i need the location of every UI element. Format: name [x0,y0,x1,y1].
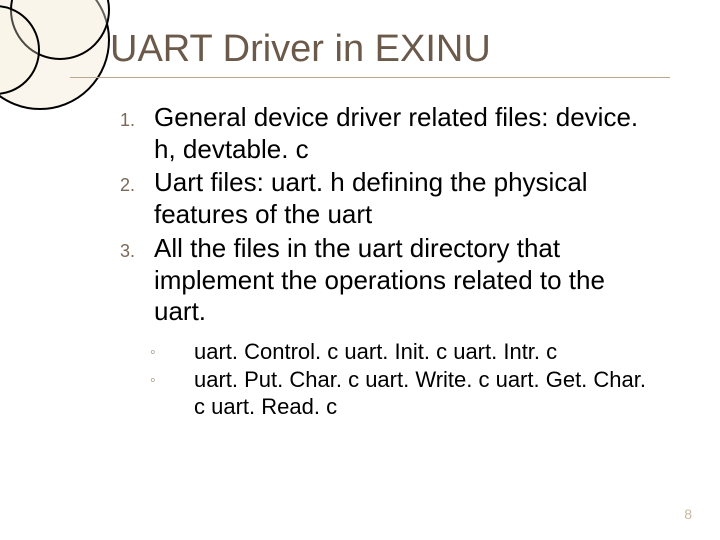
list-item: 1. General device driver related files: … [120,102,650,165]
list-marker: 2. [120,167,154,196]
list-item: 3. All the files in the uart directory t… [120,233,650,328]
page-number: 8 [684,506,692,522]
list-text: Uart files: uart. h defining the physica… [154,167,650,230]
sub-text: uart. Control. c uart. Init. c uart. Int… [194,338,650,366]
slide-title: UART Driver in EXINU [110,28,670,71]
title-underline [70,77,670,78]
sub-marker-icon: ◦ [150,338,194,362]
numbered-list: 1. General device driver related files: … [120,102,650,328]
list-marker: 1. [120,102,154,131]
sub-list: ◦ uart. Control. c uart. Init. c uart. I… [150,338,650,421]
list-text: All the files in the uart directory that… [154,233,650,328]
sub-marker-icon: ◦ [150,366,194,390]
list-marker: 3. [120,233,154,262]
list-item: 2. Uart files: uart. h defining the phys… [120,167,650,230]
sub-text: uart. Put. Char. c uart. Write. c uart. … [194,366,650,421]
sub-list-item: ◦ uart. Control. c uart. Init. c uart. I… [150,338,650,366]
list-text: General device driver related files: dev… [154,102,650,165]
slide-body: UART Driver in EXINU 1. General device d… [0,0,720,540]
sub-list-item: ◦ uart. Put. Char. c uart. Write. c uart… [150,366,650,421]
